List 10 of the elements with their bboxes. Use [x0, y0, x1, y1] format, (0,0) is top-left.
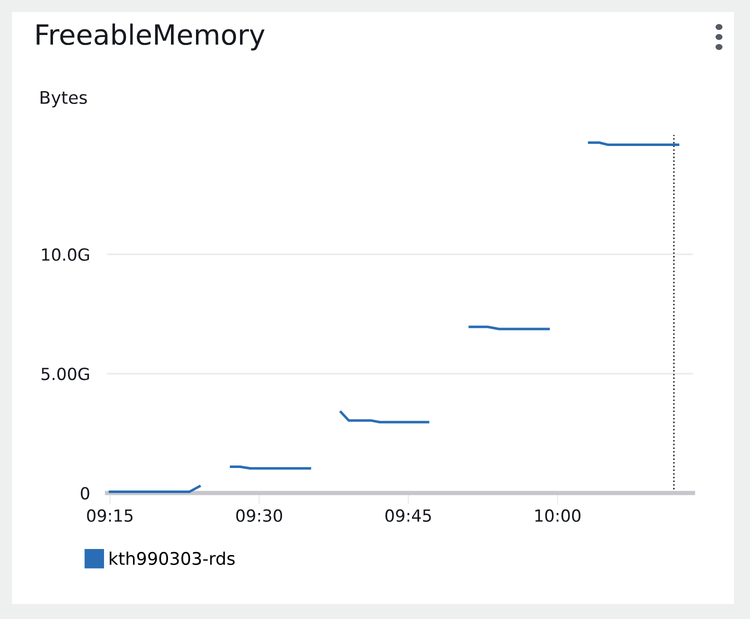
chart-title: FreeableMemory — [36, 24, 265, 50]
legend-label: kth990303-rds — [110, 552, 235, 566]
y-tick-label: 0 — [80, 486, 90, 500]
x-tick-label: 09:45 — [385, 509, 431, 522]
x-tick-label: 09:30 — [236, 509, 282, 522]
y-tick-label: 5.00G — [42, 368, 89, 380]
x-tick-label: 10:00 — [535, 509, 580, 522]
y-tick-label: 10.0G — [42, 248, 89, 261]
x-tick-label: 09:15 — [87, 509, 133, 522]
y-axis-title: Bytes — [40, 91, 87, 108]
